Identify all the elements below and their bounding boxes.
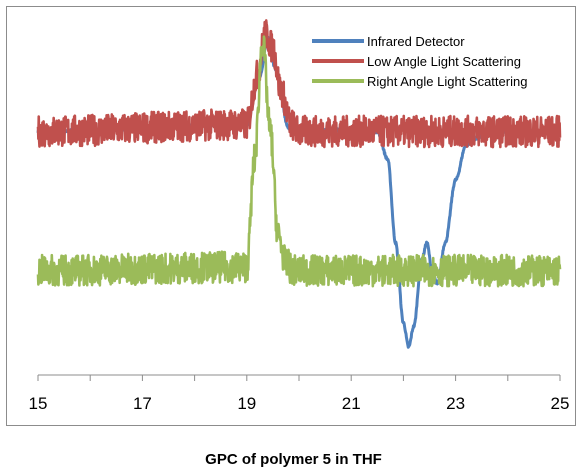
x-tick-label: 19 <box>237 394 256 413</box>
x-tick-label: 25 <box>551 394 570 413</box>
series-line-1 <box>36 19 562 149</box>
legend-label: Right Angle Light Scattering <box>367 74 527 89</box>
series-layer <box>36 19 562 349</box>
x-ticks: 15 17 19 21 23 25 <box>29 375 570 413</box>
x-tick-label: 23 <box>446 394 465 413</box>
x-tick-label: 17 <box>133 394 152 413</box>
gpc-chart: 15 17 19 21 23 25 Infrared Detector Low Angle … <box>29 19 570 413</box>
legend-label: Low Angle Light Scattering <box>367 54 521 69</box>
x-tick-label: 15 <box>29 394 48 413</box>
legend: Infrared Detector Low Angle Light Scatter… <box>312 34 527 89</box>
x-tick-label: 21 <box>342 394 361 413</box>
chart-frame: 15 17 19 21 23 25 Infrared Detector Low Angle … <box>6 6 576 426</box>
chart-caption: GPC of polymer 5 in THF <box>205 451 382 468</box>
series-line-2 <box>36 35 562 288</box>
legend-label: Infrared Detector <box>367 34 465 49</box>
